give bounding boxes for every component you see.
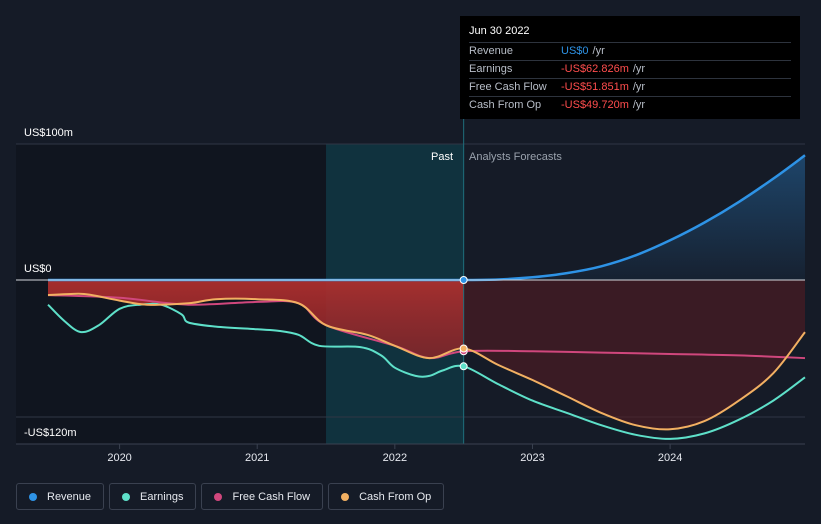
legend-dot-icon (122, 492, 131, 501)
tooltip-label: Earnings (469, 63, 513, 75)
tooltip-date: Jun 30 2022 (469, 24, 791, 43)
legend-item-earnings[interactable]: Earnings (109, 483, 197, 510)
x-tick-label: 2024 (658, 452, 682, 464)
y-label-top: US$100m (24, 127, 73, 139)
legend-item-cash-from-op[interactable]: Cash From Op (328, 483, 445, 510)
revenue-point (459, 276, 468, 284)
tooltip-row-earnings: Earnings -US$62.826m /yr (469, 61, 791, 79)
tooltip-value: -US$62.826m (561, 63, 629, 75)
tooltip-value: US$0 (561, 45, 589, 57)
tooltip-value: -US$51.851m (561, 81, 629, 93)
legend-label: Earnings (140, 490, 184, 503)
tooltip-row-cash-from-op: Cash From Op -US$49.720m /yr (469, 97, 791, 114)
legend-item-free-cash-flow[interactable]: Free Cash Flow (201, 483, 324, 510)
tooltip-label: Revenue (469, 45, 514, 57)
legend-label: Free Cash Flow (232, 490, 311, 503)
x-tick-label: 2020 (107, 452, 131, 464)
tooltip-unit: /yr (632, 99, 646, 111)
revenue-area (48, 155, 805, 281)
legend-label: Revenue (47, 490, 92, 503)
cash-from-op-line (47, 292, 806, 431)
tooltip-row-revenue: Revenue US$0 /yr (469, 43, 791, 61)
tooltip-row-free-cash-flow: Free Cash Flow -US$51.851m /yr (469, 79, 791, 97)
x-tick-label: 2022 (383, 452, 407, 464)
forecast-label: Analysts Forecasts (469, 151, 562, 163)
tooltip-unit: /yr (592, 45, 605, 57)
legend-dot-icon (341, 492, 350, 501)
y-label-zero: US$0 (24, 263, 52, 275)
legend-item-revenue[interactable]: Revenue (16, 483, 105, 510)
legend-dot-icon (214, 492, 223, 501)
tooltip-unit: /yr (632, 63, 646, 75)
tooltip-label: Free Cash Flow (469, 81, 547, 93)
earnings-point (459, 362, 468, 371)
tooltip: Jun 30 2022 Revenue US$0 /yr Earnings -U… (460, 16, 800, 119)
past-label: Past (431, 151, 453, 163)
x-tick-label: 2021 (245, 452, 269, 464)
y-label-bottom: -US$120m (24, 427, 77, 439)
cash-from-op-point (459, 344, 468, 353)
tooltip-value: -US$49.720m (561, 99, 629, 111)
legend-label: Cash From Op (359, 490, 432, 503)
tooltip-unit: /yr (632, 81, 646, 93)
tooltip-label: Cash From Op (469, 99, 542, 111)
legend-dot-icon (29, 492, 37, 501)
x-tick-label: 2023 (520, 452, 544, 464)
legend: Revenue Earnings Free Cash Flow Cash Fro… (16, 483, 445, 510)
cash-from-op-past-area (48, 280, 464, 359)
